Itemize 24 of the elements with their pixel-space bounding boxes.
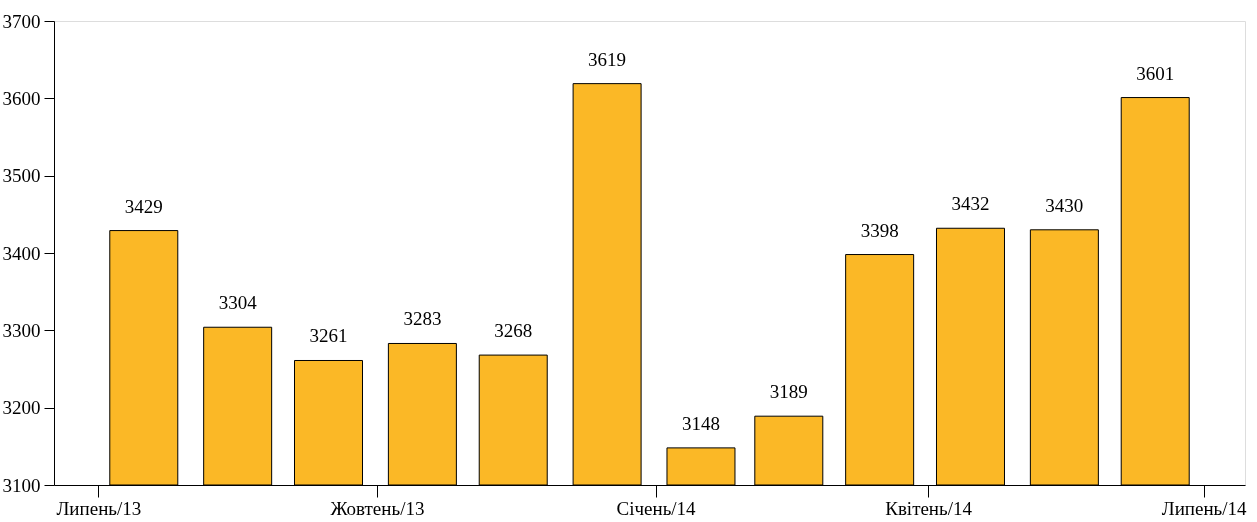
y-tick-label: 3500 [2, 165, 41, 187]
y-tick-label: 3300 [2, 319, 41, 341]
y-tick-label: 3100 [2, 474, 41, 496]
y-tick-label: 3200 [2, 397, 41, 419]
data-label: 3430 [1045, 194, 1084, 216]
data-label: 3268 [494, 320, 533, 342]
data-label: 3261 [309, 325, 348, 347]
data-label: 3304 [218, 292, 258, 314]
x-tick-label: Квітень/14 [885, 497, 973, 519]
data-label: 3432 [951, 193, 990, 215]
data-label: 3189 [769, 381, 808, 403]
x-tick-label: Січень/14 [616, 497, 697, 519]
data-label: 3398 [860, 219, 899, 241]
x-tick-label: Липень/13 [56, 497, 142, 519]
data-label: 3283 [403, 308, 442, 330]
data-label: 3619 [588, 48, 627, 70]
x-tick-label: Липень/14 [1161, 497, 1248, 519]
data-label: 3148 [681, 412, 720, 434]
x-tick-label: Жовтень/13 [330, 497, 425, 519]
data-label: 3601 [1136, 62, 1175, 84]
y-tick-label: 3700 [2, 10, 41, 32]
data-label: 3429 [124, 195, 163, 217]
y-tick-label: 3400 [2, 242, 41, 264]
y-tick-label: 3600 [2, 87, 41, 109]
